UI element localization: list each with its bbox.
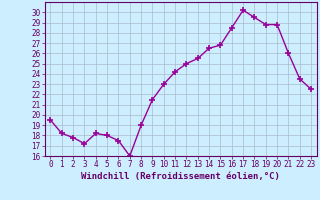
X-axis label: Windchill (Refroidissement éolien,°C): Windchill (Refroidissement éolien,°C)	[81, 172, 280, 181]
